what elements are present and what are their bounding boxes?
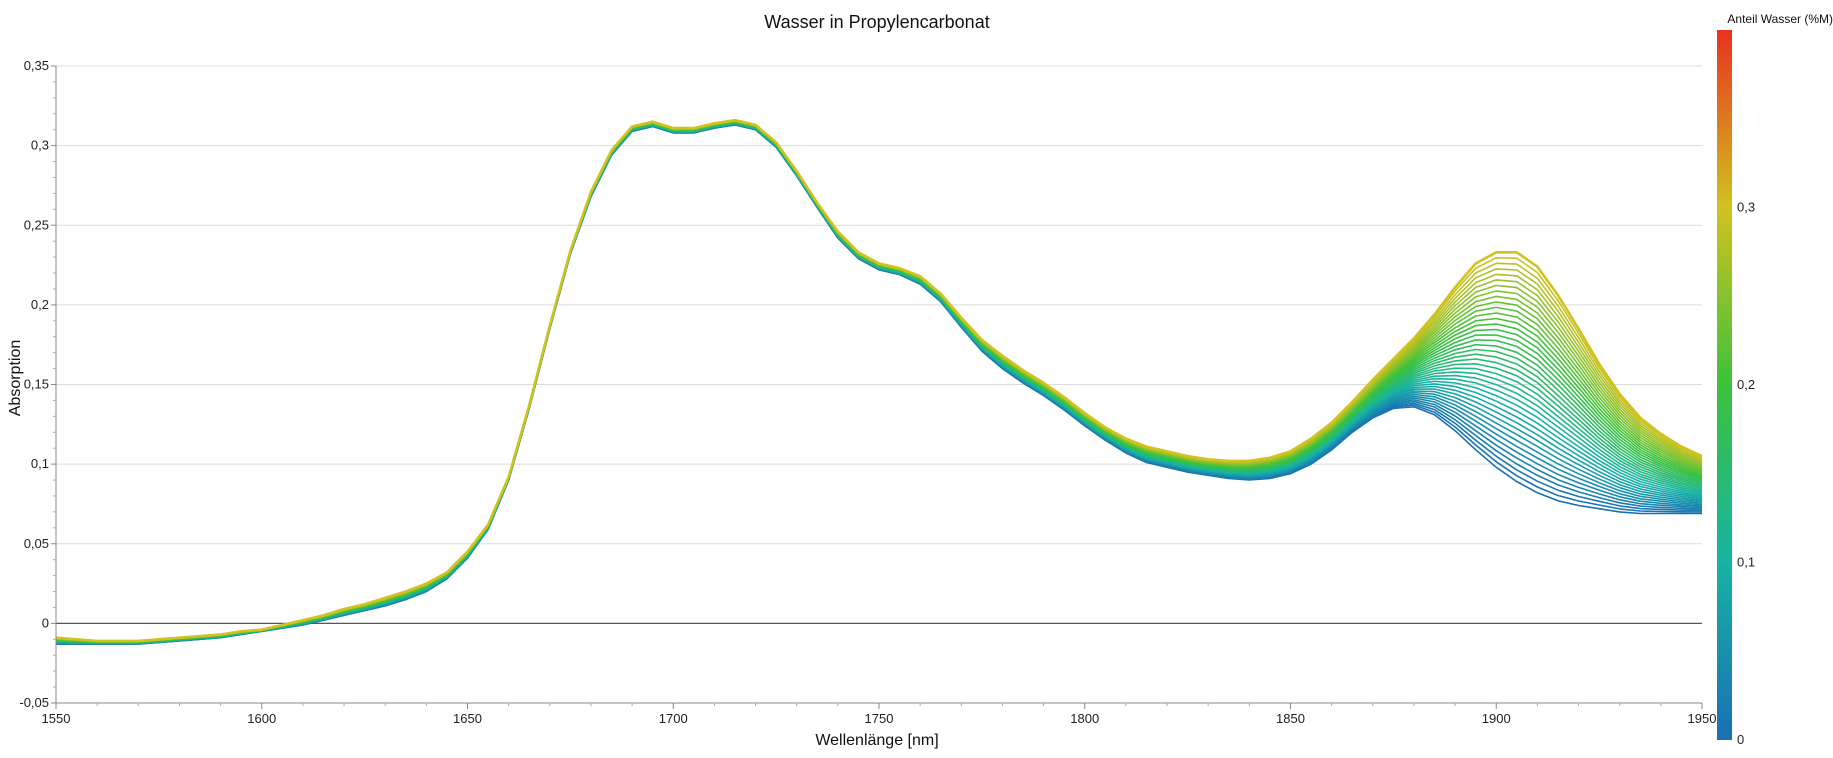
x-tick-label: 1700 xyxy=(659,711,688,726)
y-axis-title: Absorption xyxy=(7,340,24,417)
colorbar: Anteil Wasser (%M) 0 0,1 0,2 0,3 xyxy=(1717,12,1833,747)
y-tick-label: 0,05 xyxy=(24,536,49,551)
spectrum-curve xyxy=(55,119,1703,642)
spectrum-curve xyxy=(55,118,1703,643)
y-tick-label: 0,35 xyxy=(24,58,49,73)
y-tick-label: 0,1 xyxy=(31,456,49,471)
y-tick-label: 0,25 xyxy=(24,217,49,232)
spectrum-curve xyxy=(55,123,1703,645)
x-tick-label: 1850 xyxy=(1276,711,1305,726)
colorbar-tick-label: 0,1 xyxy=(1737,555,1755,570)
y-tick-label: 0,2 xyxy=(31,297,49,312)
y-ticks: -0,05 0 0,05 0,1 0,15 0,2 0,25 0,3 0,35 xyxy=(19,58,56,710)
colorbar-gradient xyxy=(1717,30,1732,740)
spectrum-curve xyxy=(55,120,1703,643)
x-tick-label: 1650 xyxy=(453,711,482,726)
chart-title: Wasser in Propylencarbonat xyxy=(764,12,989,32)
colorbar-tick-label: 0,2 xyxy=(1737,377,1755,392)
x-tick-label: 1950 xyxy=(1688,711,1717,726)
y-tick-label: 0,15 xyxy=(24,377,49,392)
y-tick-label: 0 xyxy=(42,615,49,630)
x-axis-title: Wellenlänge [nm] xyxy=(815,732,938,749)
spectrum-curve xyxy=(55,120,1703,643)
x-ticks: 1550 1600 1650 1700 1750 1800 1850 1900 1950 xyxy=(42,703,1717,726)
y-tick-label: 0,3 xyxy=(31,138,49,153)
y-tick-label: -0,05 xyxy=(19,695,49,710)
spectrum-curve xyxy=(55,120,1703,643)
colorbar-title: Anteil Wasser (%M) xyxy=(1727,12,1833,26)
x-tick-label: 1600 xyxy=(247,711,276,726)
x-tick-label: 1550 xyxy=(42,711,71,726)
spectrum-curve xyxy=(55,120,1703,643)
spectrum-curve xyxy=(55,119,1703,642)
spectrum-curve xyxy=(55,121,1703,643)
grid xyxy=(56,65,1702,704)
colorbar-tick-label: 0,3 xyxy=(1737,200,1755,215)
spectrum-curve xyxy=(55,120,1703,643)
spectrum-curve xyxy=(55,119,1703,642)
spectrum-curve xyxy=(55,119,1703,642)
spectrum-curve xyxy=(55,120,1703,643)
spectrum-curve xyxy=(55,120,1703,643)
x-tick-label: 1900 xyxy=(1482,711,1511,726)
spectrum-curve xyxy=(55,121,1703,643)
colorbar-ticks: 0 0,1 0,2 0,3 xyxy=(1737,200,1755,748)
colorbar-tick-label: 0 xyxy=(1737,732,1744,747)
x-tick-label: 1750 xyxy=(865,711,894,726)
spectrum-curve xyxy=(55,120,1703,643)
spectrum-curve xyxy=(55,120,1703,643)
spectrum-curve xyxy=(55,123,1703,645)
x-tick-label: 1800 xyxy=(1070,711,1099,726)
spectrum-curve xyxy=(55,122,1703,644)
spectra-curves xyxy=(55,118,1703,645)
